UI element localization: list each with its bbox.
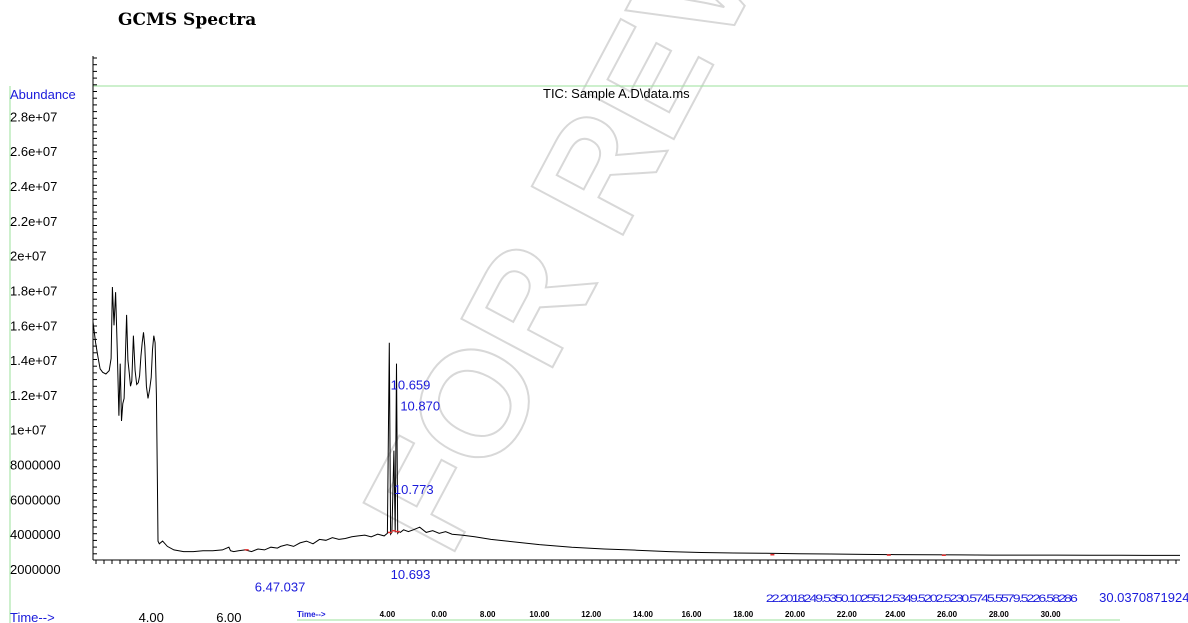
y-tick-label: 2.2e+07 bbox=[10, 214, 57, 229]
peak-label: 22.2018249.5350.1025512.5349.5202.5230.5… bbox=[766, 593, 1078, 605]
y-tick-label: 1.8e+07 bbox=[10, 283, 57, 298]
peak-label: 10.773 bbox=[394, 482, 434, 497]
x-tick-label-secondary: 18.00 bbox=[733, 610, 754, 619]
y-tick-label: 1.2e+07 bbox=[10, 388, 57, 403]
y-tick-label: 6000000 bbox=[10, 492, 61, 507]
x-tick-label-secondary: 22.00 bbox=[837, 610, 858, 619]
y-tick-label: 2000000 bbox=[10, 562, 61, 577]
x-axis-label: Time--> bbox=[10, 610, 55, 623]
y-axis-label: Abundance bbox=[10, 87, 76, 102]
peak-labels: 10.659 10.870 10.773 10.693 6.47.037 22.20182… bbox=[255, 377, 1188, 604]
page-title: GCMS Spectra bbox=[118, 10, 257, 30]
x-axis-label-inner: Time--> bbox=[297, 610, 326, 619]
x-tick-label-secondary: 16.00 bbox=[681, 610, 702, 619]
x-tick-label-secondary: 0.00 bbox=[431, 610, 447, 619]
y-tick-label: 8000000 bbox=[10, 458, 61, 473]
y-axis-tick-labels: 2000000 4000000 6000000 8000000 1e+07 1.2e+07… bbox=[10, 109, 61, 577]
x-tick-label-secondary: 24.00 bbox=[885, 610, 906, 619]
x-tick-label-secondary: 10.00 bbox=[529, 610, 550, 619]
tic-series-line bbox=[92, 286, 1180, 556]
peak-label: 10.870 bbox=[400, 398, 440, 413]
peak-label: 10.659 bbox=[391, 377, 431, 392]
y-tick-label: 4000000 bbox=[10, 527, 61, 542]
peak-markers bbox=[244, 529, 946, 556]
x-tick-label-secondary: 26.00 bbox=[937, 610, 958, 619]
y-tick-label: 2.8e+07 bbox=[10, 109, 57, 124]
y-tick-label: 1e+07 bbox=[10, 423, 47, 438]
y-tick-label: 2.4e+07 bbox=[10, 179, 57, 194]
peak-label: 6.47.037 bbox=[255, 579, 306, 594]
y-tick-label: 1.4e+07 bbox=[10, 353, 57, 368]
y-tick-label: 2.6e+07 bbox=[10, 144, 57, 159]
x-tick-label-secondary: 28.00 bbox=[989, 610, 1010, 619]
y-axis-minor-ticks bbox=[93, 57, 97, 555]
x-tick-label-secondary: 12.00 bbox=[581, 610, 602, 619]
x-tick-label: 6.00 bbox=[216, 610, 241, 623]
x-tick-label-secondary: 8.00 bbox=[480, 610, 496, 619]
x-tick-label: 4.00 bbox=[139, 610, 164, 623]
y-tick-label: 2e+07 bbox=[10, 249, 47, 264]
x-tick-label-secondary: 4.00 bbox=[380, 610, 396, 619]
y-tick-label: 1.6e+07 bbox=[10, 318, 57, 333]
x-tick-label-secondary: 20.00 bbox=[785, 610, 806, 619]
x-tick-label-secondary: 30.00 bbox=[1041, 610, 1062, 619]
x-axis-minor-ticks bbox=[95, 560, 1177, 564]
x-axis-tick-labels-secondary: 4.00 0.00 8.00 10.00 12.00 14.00 16.00 18.00 20.… bbox=[380, 610, 1062, 619]
peak-label: 30.0370871924 bbox=[1099, 590, 1188, 605]
x-axis-tick-labels-primary: 4.00 6.00 bbox=[139, 610, 242, 623]
chart-title: TIC: Sample A.D\data.ms bbox=[543, 86, 690, 101]
peak-label: 10.693 bbox=[391, 567, 431, 582]
x-tick-label-secondary: 14.00 bbox=[633, 610, 654, 619]
